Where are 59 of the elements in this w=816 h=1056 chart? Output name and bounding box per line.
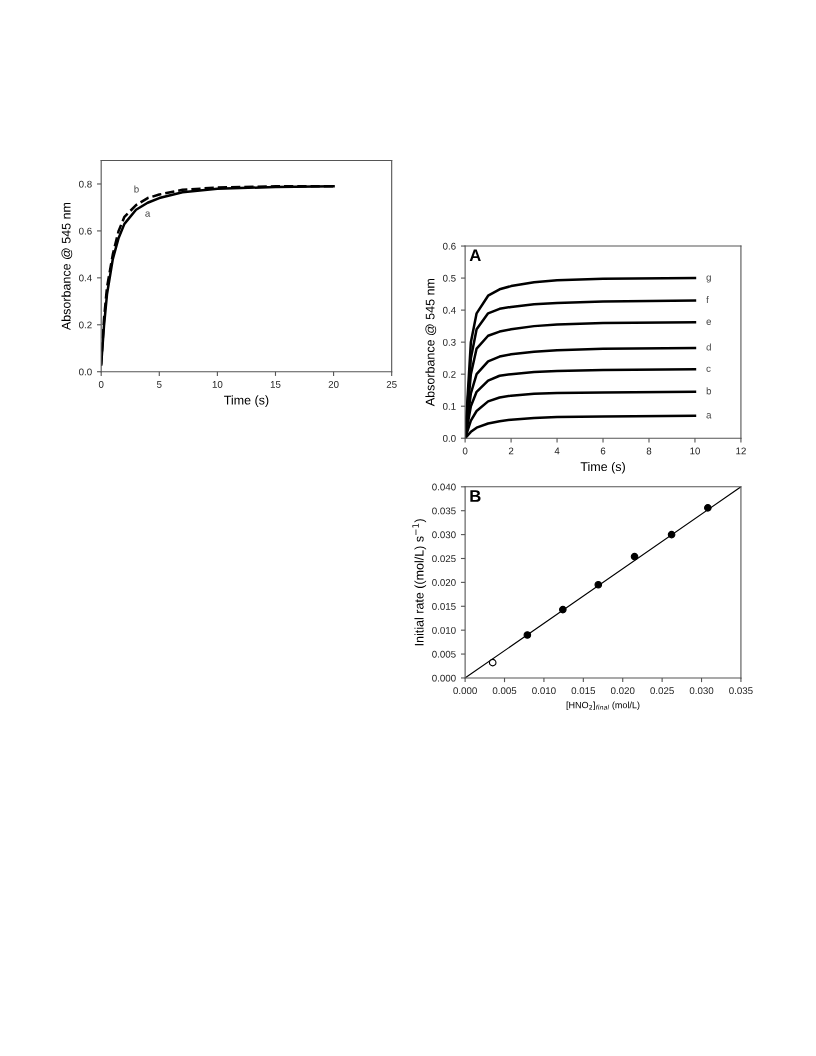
series-label: f (706, 295, 709, 304)
y-tick-label: 0.0 (79, 368, 92, 376)
y-axis-title: Initial rate ((mol/L) s$^{−1}$) (412, 519, 427, 646)
x-tick-label: 6 (600, 447, 606, 455)
chart-title: B (470, 490, 481, 502)
y-tick-label: 0.5 (442, 274, 456, 282)
x-axis-title: Time (s) (580, 461, 625, 474)
y-tick-label: 0.005 (432, 650, 456, 658)
x-tick-label: 0 (98, 381, 104, 388)
x-tick-label: 10 (690, 447, 700, 455)
y-tick-label: 0.015 (432, 603, 456, 610)
y-tick-label: 0.2 (79, 321, 92, 329)
series-label: g (706, 275, 711, 283)
x-tick-label: 0.020 (610, 687, 635, 695)
y-tick-label: 0.030 (432, 531, 456, 539)
y-tick-label: 0.010 (432, 626, 456, 634)
x-tick-label: 12 (736, 447, 746, 455)
x-tick-label: 10 (212, 381, 223, 388)
series-label: e (706, 319, 712, 325)
x-axis-title: Time (s) (224, 395, 269, 407)
x-tick-label: 2 (508, 447, 514, 455)
x-tick-label: 4 (554, 447, 560, 455)
y-tick-label: 0.1 (442, 402, 456, 410)
x-axis-title: [HNO$_{2}$]$_{final}$ (mol/L) (566, 701, 640, 711)
y-tick-label: 0.8 (79, 180, 92, 188)
x-tick-label: 5 (156, 381, 162, 388)
y-tick-label: 0.6 (79, 227, 92, 235)
x-tick-label: 8 (646, 447, 652, 455)
y-tick-label: 0.0 (442, 434, 456, 442)
x-tick-label: 25 (386, 381, 397, 388)
y-tick-label: 0.2 (442, 370, 456, 378)
chart-title: A (469, 249, 481, 262)
y-tick-label: 0.4 (442, 306, 456, 314)
x-tick-label: 0.010 (532, 687, 556, 695)
y-axis-title: Absorbance @ 545 nm (425, 278, 437, 407)
y-tick-label: 0.020 (432, 579, 456, 586)
x-tick-label: 0.030 (689, 687, 714, 695)
x-tick-label: 0.005 (492, 687, 517, 695)
series-label: b (706, 387, 712, 395)
x-tick-label: 20 (328, 381, 339, 388)
x-tick-label: 0.035 (729, 687, 753, 695)
y-tick-label: 0.4 (79, 274, 92, 282)
series-label: b (134, 185, 139, 193)
series-label: a (706, 413, 712, 419)
y-tick-label: 0.035 (432, 507, 456, 515)
series-label: d (706, 343, 711, 351)
y-tick-label: 0.000 (432, 674, 456, 682)
x-tick-label: 0.000 (453, 687, 477, 695)
x-tick-label: 0 (462, 447, 468, 455)
y-tick-label: 0.3 (442, 338, 456, 346)
x-tick-label: 15 (270, 381, 281, 388)
y-axis-title: Absorbance @ 545 nm (61, 202, 73, 331)
x-tick-label: 0.025 (650, 687, 674, 695)
series-label: a (145, 211, 151, 217)
y-tick-label: 0.025 (432, 555, 456, 563)
series-label: c (706, 366, 711, 372)
y-tick-label: 0.6 (442, 242, 456, 250)
y-tick-label: 0.040 (432, 483, 456, 491)
x-tick-label: 0.015 (571, 687, 596, 695)
